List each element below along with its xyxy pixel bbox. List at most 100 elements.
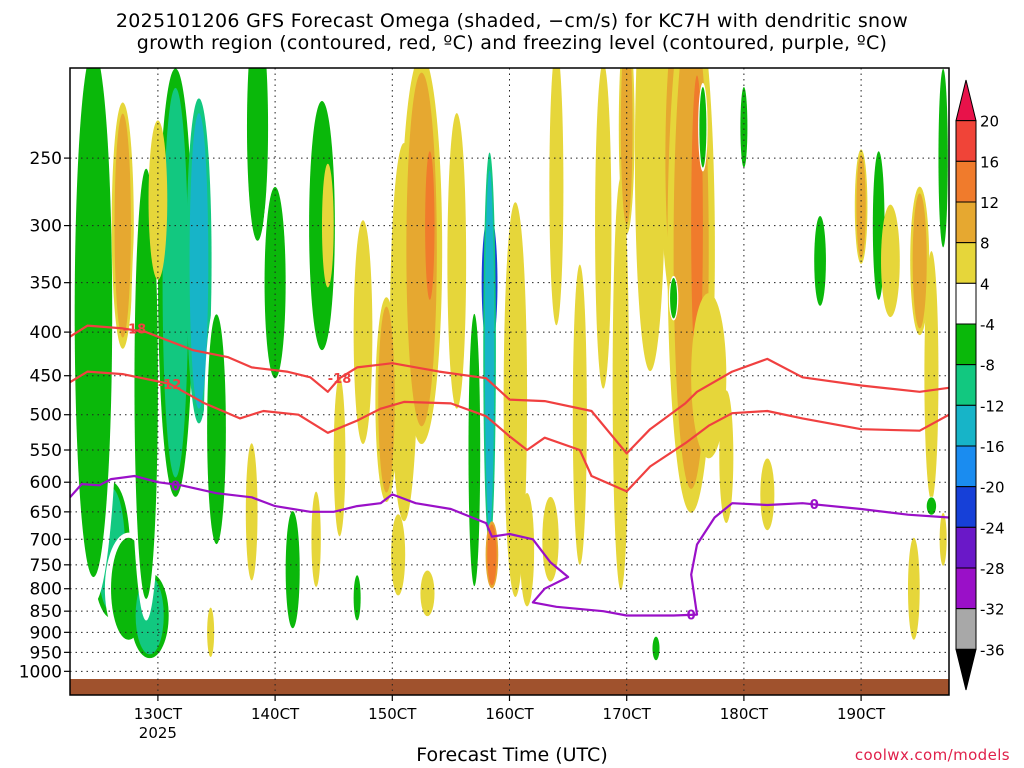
colorbar-label: 12 (980, 194, 999, 212)
colorbar-top-arrow (955, 79, 977, 122)
omega-blob (391, 514, 406, 596)
colorbar-swatch (955, 404, 977, 447)
dgz-contour-label: -18 (328, 372, 352, 387)
omega-blob (246, 68, 269, 241)
y-tick-label: 350 (30, 274, 62, 294)
omega-blob (74, 68, 113, 577)
x-tick-label: 140CT (251, 705, 300, 723)
dgz-contour-line (70, 324, 949, 455)
omega-blob (907, 537, 920, 640)
omega-blob (634, 68, 666, 372)
omega-blob (881, 204, 900, 318)
omega-blob (670, 277, 678, 319)
colorbar-label: 16 (980, 153, 999, 171)
y-tick-label: 950 (30, 643, 62, 663)
y-tick-label: 300 (30, 217, 62, 237)
colorbar-swatch (955, 526, 977, 569)
y-tick-label: 1000 (19, 662, 62, 682)
y-tick-label: 700 (30, 530, 62, 550)
omega-blob (189, 113, 209, 409)
omega-blob (699, 86, 707, 168)
colorbar-label: -20 (980, 479, 1005, 497)
colorbar-swatch (955, 486, 977, 528)
omega-shading (70, 68, 949, 662)
colorbar-swatch (955, 567, 977, 610)
x-tick-label: 190CT (837, 705, 886, 723)
colorbar: 20 16 12 8 4 -4 -8 -12 -16 -20 -24 -28 -32 -36 (955, 79, 1005, 691)
x-tick-sublabel: 2025 (139, 724, 177, 742)
dgz-contour-line (70, 370, 949, 493)
y-tick-label: 450 (30, 367, 62, 387)
colorbar-swatch (955, 364, 977, 406)
freezing-level-contour-label: 0 (810, 498, 819, 513)
terrain-band (70, 679, 949, 695)
y-tick-label: 900 (30, 623, 62, 643)
chart-title-line2: growth region (contoured, red, ºC) and f… (136, 32, 888, 54)
omega-blob (549, 68, 564, 326)
colorbar-label: -16 (980, 438, 1005, 456)
omega-blob (760, 458, 775, 531)
omega-blob (814, 215, 826, 306)
freezing-level-contour-line (70, 474, 949, 617)
colorbar-label: 4 (980, 275, 990, 293)
y-tick-label: 650 (30, 503, 62, 523)
x-tick-label: 130CT (134, 705, 183, 723)
omega-blob (652, 636, 660, 661)
y-axis: 2503003504004505005506006507007508008509… (19, 149, 70, 682)
omega-blob (285, 511, 300, 629)
omega-blob (311, 491, 321, 587)
x-tick-label: 170CT (603, 705, 652, 723)
y-tick-label: 850 (30, 602, 62, 622)
colorbar-swatch (955, 120, 977, 162)
colorbar-label: -24 (980, 519, 1005, 537)
y-tick-label: 600 (30, 473, 62, 493)
colorbar-label: -32 (980, 601, 1005, 619)
chart-title-line1: 2025101206 GFS Forecast Omega (shaded, −… (115, 10, 909, 32)
grid-lines (70, 68, 949, 695)
x-tick-label: 150CT (368, 705, 417, 723)
omega-blob (938, 68, 948, 248)
omega-blob (939, 512, 947, 566)
omega-blob (207, 607, 215, 658)
y-tick-label: 250 (30, 149, 62, 169)
omega-blob (740, 86, 748, 168)
omega-blob (447, 113, 467, 409)
x-tick-label: 180CT (720, 705, 769, 723)
colorbar-swatch (955, 160, 977, 203)
omega-blob (333, 377, 346, 537)
contours: -18 -18 -12 0 0 0 (70, 322, 949, 624)
dgz-contour-label: -12 (158, 378, 182, 393)
omega-blob (719, 390, 734, 523)
omega-blob (924, 251, 939, 501)
colorbar-label: -8 (980, 357, 995, 375)
omega-blob (912, 193, 927, 329)
omega-blob (134, 168, 158, 599)
colorbar-bottom-arrow (955, 648, 977, 691)
omega-blob (425, 151, 435, 300)
omega-blob (484, 170, 495, 530)
omega-blob (207, 314, 226, 545)
y-tick-label: 500 (30, 406, 62, 426)
colorbar-label: 8 (980, 235, 990, 253)
omega-blob (321, 163, 334, 288)
colorbar-swatch (955, 242, 977, 284)
colorbar-swatch (955, 323, 977, 366)
credit-link[interactable]: coolwx.com/models (854, 746, 1010, 764)
colorbar-swatch (955, 201, 977, 244)
omega-blob (114, 113, 131, 338)
omega-blob (353, 220, 373, 445)
y-tick-label: 800 (30, 580, 62, 600)
x-axis-label: Forecast Time (UTC) (416, 744, 608, 766)
colorbar-swatch (955, 608, 977, 650)
omega-blob (520, 493, 535, 607)
colorbar-swatch (955, 282, 977, 325)
colorbar-label: -12 (980, 397, 1005, 415)
omega-blob (487, 524, 497, 586)
omega-blob (926, 497, 937, 515)
omega-blob (378, 306, 395, 493)
colorbar-label: -4 (980, 316, 995, 334)
colorbar-swatch (955, 445, 977, 488)
colorbar-label: -28 (980, 560, 1005, 578)
